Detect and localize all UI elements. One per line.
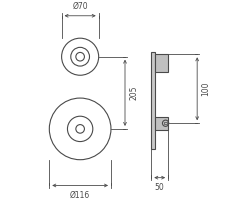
Bar [151, 52, 155, 149]
Bar [155, 117, 168, 130]
Text: Ø116: Ø116 [70, 190, 90, 199]
Bar [155, 54, 168, 72]
Text: 205: 205 [129, 86, 138, 100]
Bar [164, 122, 167, 124]
Text: 50: 50 [155, 183, 164, 191]
Text: Ø70: Ø70 [72, 2, 88, 11]
Text: 100: 100 [202, 82, 210, 96]
